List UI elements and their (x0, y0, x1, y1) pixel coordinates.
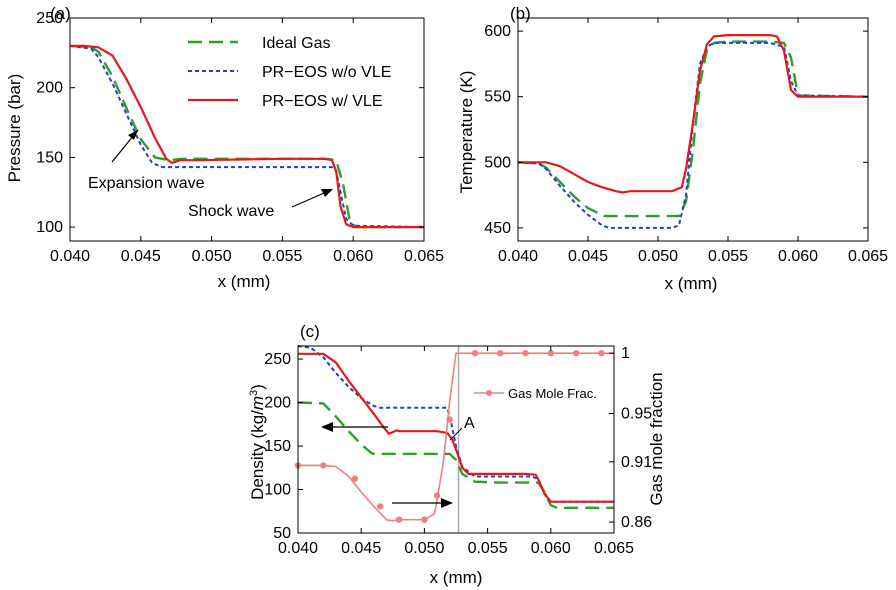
panel-b-series-pr-novle (517, 41, 869, 229)
panel-c-y2tick-label: 1 (621, 345, 630, 362)
point-a-leader (449, 427, 463, 441)
panel-b-xtick-label: 0.055 (708, 248, 748, 265)
panel-a-xtick-label: 0.040 (50, 248, 90, 265)
expansion-wave-arrowhead (128, 130, 138, 140)
panel-c-ylabel: Density (kg/m3) (248, 384, 267, 500)
legend-ideal-label: Ideal Gas (262, 35, 330, 52)
panel-a-series-pr-novle (69, 44, 425, 229)
shock-wave-label: Shock wave (188, 203, 274, 220)
panel-c-xtick-label: 0.050 (404, 540, 444, 557)
panel-c-xtick-label: 0.065 (594, 540, 634, 557)
panel-c-xtick-label: 0.045 (341, 540, 381, 557)
panel-c-series-ideal (297, 401, 614, 509)
panel-c-gas-marker (547, 350, 554, 357)
panel-c-gas-marker (598, 350, 605, 357)
panel-c-gas-marker (471, 350, 479, 357)
panel-a-plot-area (69, 44, 425, 229)
panel-a-xlabel: x (mm) (218, 272, 271, 291)
panel-c-series-pr-vle (298, 352, 614, 503)
panel-c-gas-marker (497, 350, 504, 357)
panel-a-label: (a) (50, 4, 71, 23)
panel-c-ytick-label: 50 (273, 525, 291, 542)
panel-a-pressure-chart: (a) x (mm) Pressure (bar) Ideal Gas PR−E… (5, 4, 444, 291)
panel-b-frame (517, 17, 869, 242)
panel-c-ytick-label: 100 (264, 482, 291, 499)
panel-a-xtick-label: 0.060 (333, 248, 373, 265)
panel-b-xlabel: x (mm) (665, 274, 718, 293)
panel-a-ytick-label: 250 (36, 10, 63, 27)
expansion-wave-label: Expansion wave (88, 175, 205, 192)
panel-b-xtick-label: 0.045 (568, 248, 608, 265)
panel-c-gas-marker (522, 350, 529, 357)
panel-c-gas-marker (572, 350, 580, 357)
panel-c-y2label: Gas mole fraction (647, 372, 666, 505)
panel-b-label: (b) (510, 4, 531, 23)
panel-c-xtick-label: 0.055 (468, 540, 508, 557)
panel-a-annotations: Expansion wave Shock wave (88, 129, 333, 220)
panel-a-frame (69, 17, 425, 242)
panel-c-xtick-label: 0.060 (531, 540, 571, 557)
panel-b-series-pr-vle (518, 34, 868, 194)
panel-b-temperature-chart: (b) x (mm) Temperature (K) 0.040 0.045 0.0… (457, 4, 888, 293)
right-axis-arrowhead (441, 498, 453, 508)
panel-a-ytick-label: 200 (36, 80, 63, 97)
panel-c-xtick-label: 0.040 (278, 540, 318, 557)
panel-a-xtick-label: 0.045 (121, 248, 161, 265)
panel-c-y2tick-label: 0.86 (621, 514, 652, 531)
panel-b-xtick-label: 0.040 (498, 248, 538, 265)
panel-c-legend: Gas Mole Frac. (474, 386, 597, 401)
panel-c-ytick-label: 250 (264, 351, 291, 368)
panel-a-xtick-label: 0.050 (192, 248, 232, 265)
panel-a-ytick-label: 150 (36, 149, 63, 166)
panel-b-xtick-label: 0.060 (778, 248, 818, 265)
panel-c-gas-marker (421, 516, 428, 523)
panel-c-frame (297, 345, 615, 534)
panel-c-y2tick-label: 0.95 (621, 406, 652, 423)
panel-c-gas-marker (433, 492, 441, 499)
panel-c-ytick-label: 150 (264, 438, 291, 455)
panel-c-label: (c) (300, 322, 320, 341)
panel-c-gas-marker (395, 516, 403, 523)
panel-b-ytick-label: 450 (484, 220, 511, 237)
panel-b-series-ideal (517, 40, 869, 218)
shock-wave-arrowhead (321, 189, 333, 197)
panel-c-xlabel: x (mm) (430, 568, 483, 587)
panel-a-xtick-label: 0.055 (262, 248, 302, 265)
panel-c-ytick-label: 200 (264, 395, 291, 412)
panel-a-xtick-label: 0.065 (404, 248, 444, 265)
point-a-label: A (464, 415, 475, 432)
legend-gas-marker (486, 390, 492, 396)
panel-b-xtick-label: 0.065 (848, 248, 888, 265)
panel-c-annotations: A (321, 415, 475, 508)
panel-c-gas-marker (320, 462, 327, 469)
panel-c-plot-area (294, 345, 614, 533)
panel-a-legend: Ideal Gas PR−EOS w/o VLE PR−EOS w/ VLE (188, 35, 391, 110)
panel-a-ylabel: Pressure (bar) (5, 74, 24, 183)
legend-pr-vle-label: PR−EOS w/ VLE (262, 93, 383, 110)
panel-a-series-ideal (69, 44, 424, 229)
panel-a-ytick-label: 100 (36, 219, 63, 236)
panel-c-series-gas-frac (298, 352, 614, 522)
panel-b-ytick-label: 500 (484, 154, 511, 171)
left-axis-arrowhead (321, 422, 333, 432)
panel-c-gas-marker (351, 475, 359, 482)
legend-gas-label: Gas Mole Frac. (508, 386, 597, 401)
panel-c-y2tick-label: 0.91 (621, 454, 652, 471)
panel-b-ylabel: Temperature (K) (457, 71, 476, 194)
panel-b-ytick-label: 600 (484, 23, 511, 40)
panel-b-ytick-label: 550 (484, 89, 511, 106)
panel-c-density-chart: (c) x (mm) Density (kg/m3) Gas mole frac… (248, 322, 666, 587)
legend-pr-novle-label: PR−EOS w/o VLE (262, 64, 391, 81)
panel-a-series-pr-vle (70, 44, 424, 229)
panel-c-series-pr-novle (297, 345, 614, 503)
panel-c-gas-marker (446, 416, 453, 423)
panel-c-gas-marker (377, 503, 384, 510)
panel-b-plot-area (517, 34, 869, 229)
panel-b-xtick-label: 0.050 (638, 248, 678, 265)
